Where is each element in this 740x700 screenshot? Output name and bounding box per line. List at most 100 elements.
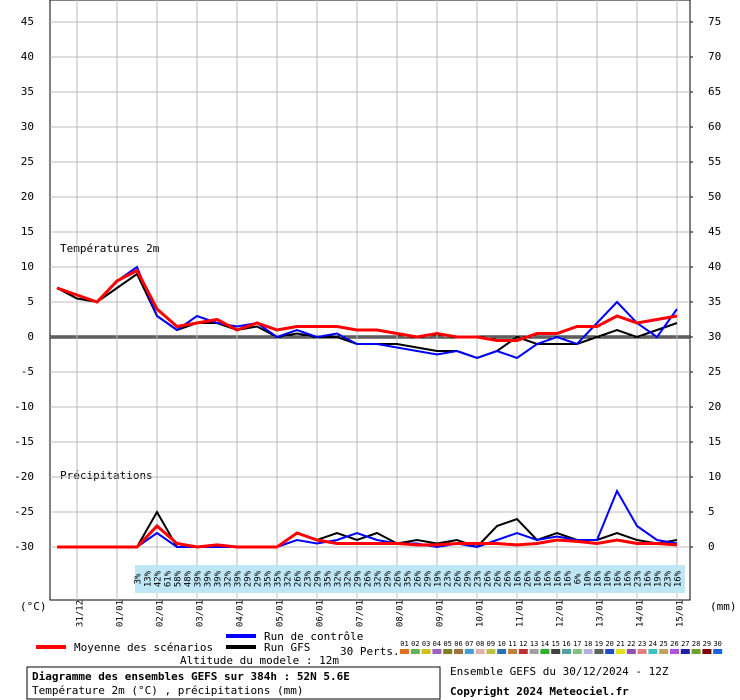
probability-label: 26% [504,570,514,587]
member-label: 21 [616,640,624,648]
member-label: 10 [497,640,505,648]
member-label: 28 [692,640,700,648]
x-tick-label: 06/01 [316,600,326,627]
y-tick-label: 20 [21,190,34,203]
probability-label: 26% [494,570,504,587]
x-tick-label: 13/01 [596,600,606,627]
member-swatch [594,649,604,654]
member-swatch [670,649,679,654]
y-tick-label: 40 [21,50,34,63]
y-tick-label: -15 [14,435,34,448]
member-swatch [616,649,625,654]
member-swatch [454,649,463,654]
member-label: 09 [487,640,495,648]
y-tick-label: 30 [21,120,34,133]
probability-label: 26% [414,570,424,587]
member-swatch [486,649,496,654]
y2-tick-label: 45 [708,225,721,238]
member-label: 05 [443,640,451,648]
probability-label: 35% [274,570,284,587]
probability-label: 35% [264,570,274,587]
probability-label: 19% [654,570,664,587]
y-tick-label: 35 [21,85,34,98]
y2-tick-label: 0 [708,540,715,553]
probability-label: 6% [574,573,584,584]
y-tick-label: -25 [14,505,34,518]
probability-label: 32% [284,570,294,587]
probability-label: 48% [184,570,194,587]
x-tick-label: 08/01 [396,600,406,627]
probability-label: 29% [254,570,264,587]
probability-label: 26% [394,570,404,587]
member-swatch [680,649,690,654]
member-swatch [421,649,431,654]
y2-tick-label: 75 [708,15,721,28]
probability-label: 29% [384,570,394,587]
member-swatch [432,649,442,654]
probability-label: 42% [154,570,164,587]
member-label: 04 [433,640,441,648]
x-tick-label: 09/01 [436,600,446,627]
y2-tick-label: 50 [708,190,721,203]
member-label: 13 [530,640,538,648]
y-tick-label: 5 [27,295,34,308]
probability-label: 29% [424,570,434,587]
probability-label: 26% [294,570,304,587]
member-swatch [529,649,539,654]
y2-tick-label: 5 [708,505,715,518]
member-label: 11 [508,640,516,648]
probability-band [135,565,685,593]
member-label: 06 [454,640,462,648]
member-swatch [572,649,582,654]
probability-label: 39% [204,570,214,587]
member-label: 30 [713,640,721,648]
run-info: Ensemble GEFS du 30/12/2024 - 12Z [450,665,669,678]
probability-label: 23% [304,570,314,587]
member-swatch [648,649,658,654]
probability-label: 16% [544,570,554,587]
y-tick-label: -20 [14,470,34,483]
probability-label: 10% [584,570,594,587]
probability-label: 26% [524,570,534,587]
member-label: 29 [703,640,711,648]
probability-label: 13% [144,570,154,587]
probability-label: 23% [634,570,644,587]
y2-tick-label: 25 [708,365,721,378]
member-swatch [551,649,561,654]
member-swatch [475,649,485,654]
annotation: Températures 2m [60,242,160,255]
member-label: 20 [605,640,613,648]
member-swatch [583,649,593,654]
member-label: 22 [627,640,635,648]
y2-tick-label: 55 [708,155,721,168]
probability-label: 39% [194,570,204,587]
probability-label: 16% [534,570,544,587]
probability-label: 29% [354,570,364,587]
y2-tick-label: 40 [708,260,721,273]
x-tick-label: 02/01 [156,600,166,627]
probability-label: 35% [324,570,334,587]
legend-label: Run de contrôle [264,630,363,643]
legend-label: Moyenne des scénarios [74,641,213,654]
y2-tick-label: 10 [708,470,721,483]
probability-label: 16% [554,570,564,587]
member-swatch [562,649,571,654]
probability-label: 29% [314,570,324,587]
x-tick-label: 11/01 [516,600,526,627]
members-label: 30 Perts. [340,645,400,658]
y2-axis-label: (mm) [710,600,737,613]
member-label: 02 [411,640,419,648]
probability-label: 29% [464,570,474,587]
member-label: 01 [400,640,408,648]
chart-title: Diagramme des ensembles GEFS sur 384h : … [32,670,350,683]
probability-label: 10% [604,570,614,587]
member-label: 27 [681,640,689,648]
member-swatch [540,649,550,654]
x-tick-label: 03/01 [196,600,206,627]
y-tick-label: -5 [21,365,34,378]
member-label: 08 [476,640,484,648]
y2-tick-label: 30 [708,330,721,343]
probability-label: 16% [564,570,574,587]
probability-label: 61% [164,570,174,587]
